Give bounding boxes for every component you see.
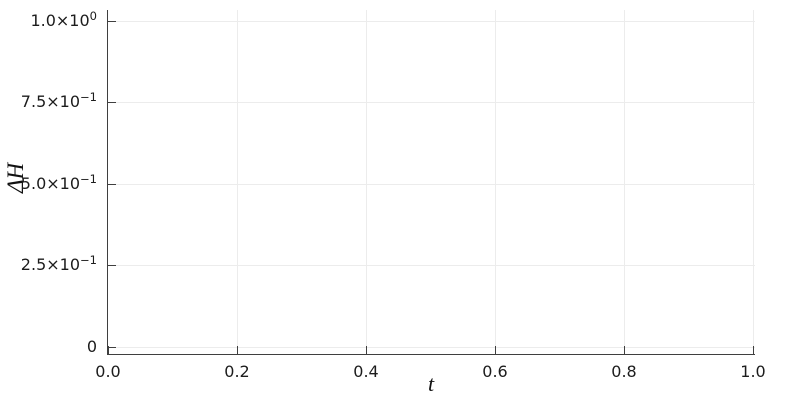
y-tick-exponent: −1 bbox=[80, 90, 97, 105]
y-tick-mark bbox=[108, 183, 116, 185]
gridline-vertical bbox=[366, 10, 367, 355]
gridline-vertical bbox=[624, 10, 625, 355]
y-tick-mark bbox=[108, 20, 116, 22]
y-tick-label: 0 bbox=[86, 336, 97, 356]
gridline-horizontal bbox=[108, 102, 755, 103]
y-tick-mark bbox=[108, 265, 116, 267]
gridline-vertical bbox=[495, 10, 496, 355]
x-tick-label: 0.8 bbox=[611, 362, 637, 381]
x-tick-label: 0.0 bbox=[95, 362, 121, 381]
gridline-horizontal bbox=[108, 265, 755, 266]
x-tick-label: 1.0 bbox=[740, 362, 766, 381]
x-tick-mark bbox=[108, 346, 110, 354]
y-tick-label: 1.0×100 bbox=[30, 8, 97, 30]
gridline-horizontal bbox=[108, 346, 755, 348]
x-tick-mark bbox=[495, 346, 497, 354]
x-tick-mark bbox=[366, 346, 368, 354]
x-tick-label: 0.4 bbox=[353, 362, 379, 381]
y-tick-mark bbox=[108, 102, 116, 104]
y-tick-exponent: −1 bbox=[80, 171, 97, 186]
y-tick-exponent: 0 bbox=[89, 8, 97, 23]
gridline-horizontal bbox=[108, 183, 755, 185]
x-tick-label: 0.6 bbox=[482, 362, 508, 381]
x-tick-mark bbox=[624, 346, 626, 354]
y-tick-mark bbox=[108, 346, 116, 348]
x-axis-label: t bbox=[427, 371, 435, 396]
x-tick-label: 0.2 bbox=[224, 362, 250, 381]
y-tick-exponent: −1 bbox=[80, 253, 97, 268]
x-tick-mark bbox=[237, 346, 239, 354]
gridline-vertical bbox=[237, 10, 238, 355]
gridline-vertical bbox=[753, 10, 754, 355]
gridline-horizontal bbox=[108, 20, 755, 22]
y-tick-label: 2.5×10−1 bbox=[20, 253, 97, 274]
x-axis-spine bbox=[107, 354, 755, 356]
x-tick-mark bbox=[753, 346, 755, 354]
y-tick-label: 7.5×10−1 bbox=[20, 90, 97, 111]
y-tick-label: 5.0×10−1 bbox=[20, 171, 97, 193]
y-axis-spine bbox=[107, 10, 109, 355]
